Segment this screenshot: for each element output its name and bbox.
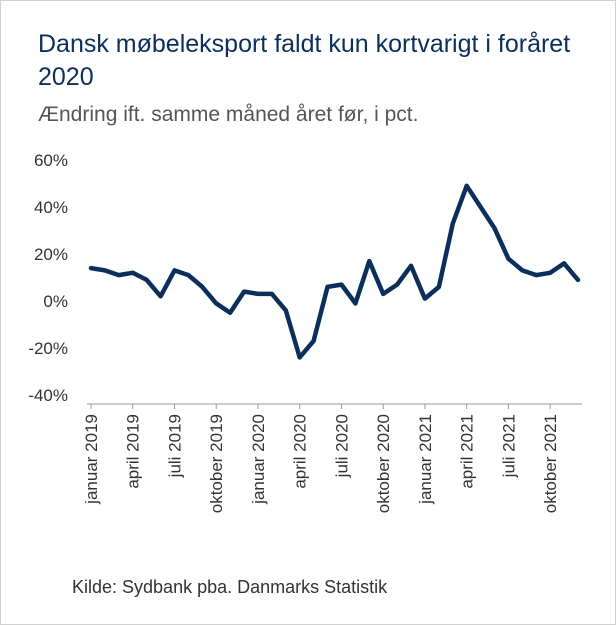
- data-point: [395, 282, 400, 287]
- source-note: Kilde: Sydbank pba. Danmarks Statistik: [72, 577, 388, 597]
- data-point: [130, 270, 135, 275]
- y-tick-label: 40%: [34, 198, 68, 217]
- data-point: [436, 284, 441, 289]
- x-tick-label: april 2019: [124, 414, 143, 489]
- data-point: [562, 261, 567, 266]
- data-point: [367, 259, 372, 264]
- x-axis: januar 2019 april 2019 juli 2019 oktober 20…: [82, 403, 582, 513]
- data-point: [158, 294, 163, 299]
- data-point: [520, 268, 525, 273]
- data-point: [89, 266, 93, 271]
- data-point: [339, 282, 344, 287]
- data-point: [534, 273, 539, 278]
- chart-title: Dansk møbeleksport faldt kun kortvarigt …: [38, 30, 571, 91]
- data-point: [409, 263, 413, 268]
- data-point: [256, 291, 260, 296]
- data-point: [311, 338, 316, 343]
- data-point: [297, 355, 302, 360]
- series-line: [88, 183, 581, 360]
- y-tick-label: 60%: [34, 151, 68, 170]
- x-tick-label: april 2021: [458, 414, 477, 489]
- data-point: [214, 301, 219, 306]
- data-point: [102, 268, 107, 273]
- x-tick-label: juli 2019: [165, 414, 184, 478]
- data-point: [450, 221, 455, 226]
- data-point: [325, 284, 330, 289]
- x-tick-label: oktober 2021: [541, 414, 560, 513]
- data-point: [576, 277, 580, 282]
- data-point: [422, 296, 427, 301]
- x-tick-label: juli 2021: [499, 414, 518, 478]
- data-point: [269, 291, 274, 296]
- x-tick-label: januar 2019: [82, 414, 101, 505]
- y-tick-label: 0%: [43, 292, 68, 311]
- data-point: [172, 268, 177, 273]
- data-point: [200, 284, 205, 289]
- x-tick-label: oktober 2019: [207, 414, 226, 513]
- data-point: [283, 308, 288, 313]
- data-point: [242, 289, 247, 294]
- data-point: [548, 270, 553, 275]
- data-point: [116, 273, 121, 278]
- chart-subtitle: Ændring ift. samme måned året før, i pct…: [38, 103, 419, 126]
- y-axis: 60% 40% 20% 0% -20% -40%: [28, 151, 68, 405]
- y-tick-label: 20%: [34, 245, 68, 264]
- data-point: [478, 205, 483, 209]
- data-point: [506, 256, 511, 261]
- data-point: [228, 310, 233, 315]
- data-point: [144, 277, 149, 282]
- y-tick-label: -40%: [28, 386, 68, 405]
- x-tick-label: oktober 2020: [374, 414, 393, 513]
- data-point: [186, 273, 191, 278]
- x-tick-label: april 2020: [291, 414, 310, 489]
- x-tick-label: januar 2020: [249, 414, 268, 505]
- data-point: [492, 226, 497, 231]
- data-point: [353, 301, 358, 306]
- x-tick-label: januar 2021: [416, 414, 435, 505]
- y-tick-label: -20%: [28, 339, 68, 358]
- plot-area: [88, 183, 581, 360]
- data-point: [381, 291, 386, 296]
- x-tick-label: juli 2020: [332, 414, 351, 478]
- data-point: [464, 183, 469, 188]
